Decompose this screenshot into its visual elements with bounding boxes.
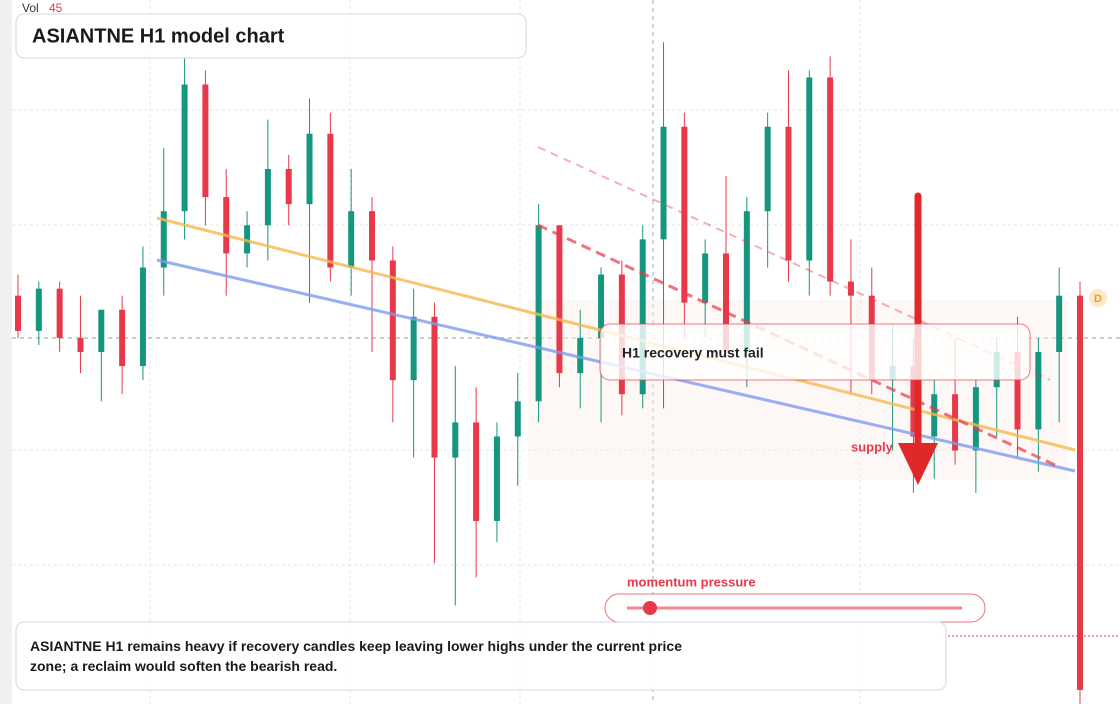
- candle-body: [119, 309, 126, 367]
- zone-label: supply: [851, 439, 894, 454]
- note-wrap: ASIANTNE H1 remains heavy if recovery ca…: [30, 638, 683, 674]
- candle-body: [264, 168, 271, 226]
- candle-body: [77, 337, 84, 352]
- candle-body: [181, 84, 188, 212]
- candle-body: [723, 253, 729, 352]
- candle-body: [639, 239, 646, 395]
- candle-body: [139, 267, 146, 367]
- candle-body: [514, 401, 521, 437]
- candle-body: [1056, 295, 1063, 352]
- candle-body: [1035, 352, 1042, 430]
- slider-thumb[interactable]: [643, 601, 657, 615]
- volume-label: Vol: [22, 1, 39, 15]
- candle-body: [369, 211, 375, 261]
- candle-body: [35, 288, 42, 331]
- candle-body: [431, 316, 438, 458]
- candle-body: [223, 197, 230, 254]
- badge-bg: [1089, 289, 1107, 307]
- candle-body: [598, 274, 605, 338]
- volume-value: 45: [49, 1, 63, 15]
- candle-body: [473, 422, 480, 521]
- candle-body: [348, 211, 355, 268]
- candle-body: [160, 211, 167, 268]
- candle-body: [56, 288, 63, 338]
- candle-body: [972, 387, 979, 451]
- candle-body: [15, 295, 21, 331]
- note-box: [15, 621, 947, 691]
- candle-body: [1014, 352, 1021, 430]
- annotation: H1 recovery must fail: [622, 345, 764, 361]
- title-box: [15, 13, 527, 59]
- candle-body: [577, 337, 584, 374]
- candle-body: [452, 422, 459, 458]
- candle-body: [202, 84, 209, 198]
- candle-body: [327, 133, 334, 268]
- chart-title: ASIANTNE H1 model chart: [32, 25, 285, 47]
- candle-body: [952, 394, 959, 451]
- annotation-box: [599, 323, 1031, 381]
- left-edge: [0, 0, 12, 704]
- badge: D: [1094, 293, 1102, 305]
- candle-body: [410, 316, 417, 381]
- candle-body: [1077, 295, 1083, 690]
- candle-body: [681, 126, 688, 303]
- note: ASIANTNE H1 remains heavy if recovery ca…: [30, 638, 683, 674]
- candle-body: [306, 133, 313, 205]
- candle-body: [910, 366, 917, 437]
- candle-body: [556, 225, 563, 374]
- candle-body: [702, 253, 709, 303]
- candle-body: [847, 281, 854, 296]
- arrow: [898, 192, 938, 485]
- candle-body: [785, 126, 792, 261]
- candle-body: [764, 126, 771, 212]
- candle-body: [827, 77, 834, 282]
- candle-body: [285, 168, 292, 205]
- slider-label: momentum pressure: [627, 574, 756, 589]
- candle-body: [98, 309, 105, 352]
- candle-body: [389, 260, 396, 381]
- candle-body: [493, 436, 500, 521]
- candle-body: [743, 211, 750, 352]
- candle-body: [660, 126, 667, 240]
- candle-body: [806, 77, 813, 261]
